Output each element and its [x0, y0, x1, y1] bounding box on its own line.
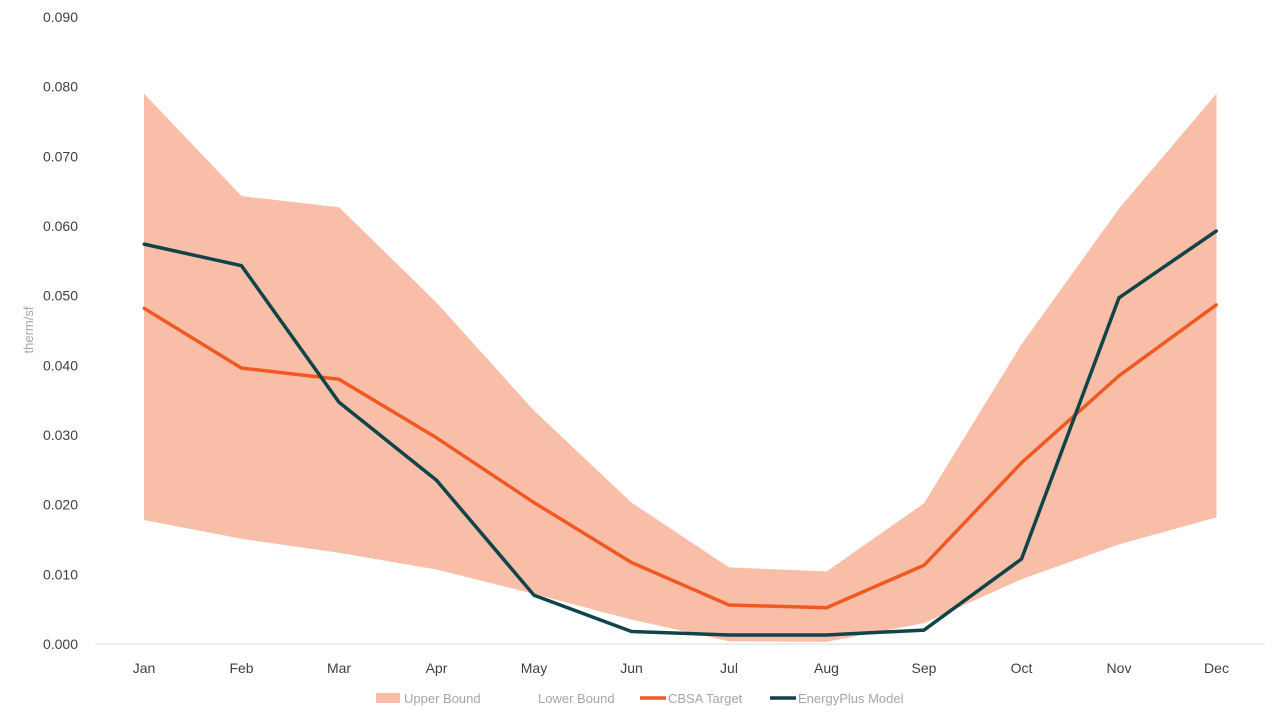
energyplus-model-point: [1117, 296, 1121, 300]
legend-label: CBSA Target: [668, 691, 743, 706]
y-tick-label: 0.060: [43, 218, 78, 234]
cbsa-target-point: [337, 377, 341, 381]
x-tick-label: Aug: [814, 660, 839, 676]
x-tick-label: Jun: [620, 660, 643, 676]
energyplus-model-point: [630, 629, 633, 633]
x-tick-label: Jul: [720, 660, 738, 676]
x-tick-label: Feb: [229, 660, 253, 676]
y-tick-label: 0.000: [43, 636, 78, 652]
legend-swatch: [510, 693, 534, 703]
energyplus-model-point: [240, 264, 243, 268]
legend-item-upper-bound: Upper Bound: [376, 691, 481, 706]
y-tick-label: 0.030: [43, 427, 78, 443]
cbsa-target-point: [1117, 374, 1121, 378]
energyplus-model-point: [922, 628, 926, 632]
y-axis-title: therm/sf: [21, 306, 36, 353]
energyplus-model-point: [1215, 229, 1218, 233]
cbsa-target-point: [727, 603, 731, 607]
cbsa-target-point: [1020, 461, 1023, 465]
cbsa-target-point: [630, 560, 633, 564]
legend-label: Upper Bound: [404, 691, 481, 706]
cbsa-target-point: [922, 563, 926, 567]
legend-label: Lower Bound: [538, 691, 615, 706]
band-layer: [144, 93, 1217, 642]
legend-item-lower-bound: Lower Bound: [510, 691, 615, 706]
x-tick-label: Jan: [133, 660, 156, 676]
legend-label: EnergyPlus Model: [798, 691, 904, 706]
legend: Upper Bound Lower Bound CBSA Target EnergyP…: [376, 691, 904, 706]
energyplus-model-point: [1020, 557, 1023, 561]
x-tick-label: Nov: [1107, 660, 1132, 676]
y-axis-ticks: 0.000 0.010 0.020 0.030 0.040 0.050 0.060 0.070…: [43, 9, 78, 652]
x-tick-label: Dec: [1204, 660, 1229, 676]
x-tick-label: Apr: [426, 660, 448, 676]
energyplus-model-line: [143, 229, 1218, 637]
line-layer: [142, 229, 1218, 637]
legend-swatch: [376, 693, 400, 703]
energyplus-model-point: [532, 593, 536, 597]
x-tick-label: Sep: [912, 660, 937, 676]
legend-item-energyplus-model: EnergyPlus Model: [770, 691, 904, 706]
cbsa-target-point: [532, 501, 536, 505]
cbsa-target-point: [142, 306, 146, 310]
energyplus-model-point: [825, 633, 828, 637]
energyplus-model-point: [337, 400, 341, 404]
energyplus-model-point: [727, 633, 731, 637]
energyplus-model-point: [435, 478, 438, 482]
legend-item-cbsa-target: CBSA Target: [640, 691, 743, 706]
y-tick-label: 0.020: [43, 497, 78, 513]
cbsa-target-point: [435, 436, 438, 440]
y-tick-label: 0.050: [43, 288, 78, 304]
cbsa-target-point: [240, 366, 243, 370]
y-tick-label: 0.090: [43, 9, 78, 25]
y-tick-label: 0.010: [43, 566, 78, 582]
y-tick-label: 0.040: [43, 357, 78, 373]
energyplus-model-point: [142, 242, 146, 246]
y-tick-label: 0.070: [43, 148, 78, 164]
x-tick-label: Oct: [1011, 660, 1033, 676]
y-tick-label: 0.080: [43, 79, 78, 95]
cbsa-target-point: [825, 606, 828, 610]
upper-bound-band: [144, 93, 1217, 642]
x-tick-label: May: [521, 660, 547, 676]
cbsa-target-point: [1215, 303, 1218, 307]
x-tick-label: Mar: [327, 660, 351, 676]
x-axis-ticks: Jan Feb Mar Apr May Jun Jul Aug Sep Oct Nov Dec: [133, 660, 1229, 676]
